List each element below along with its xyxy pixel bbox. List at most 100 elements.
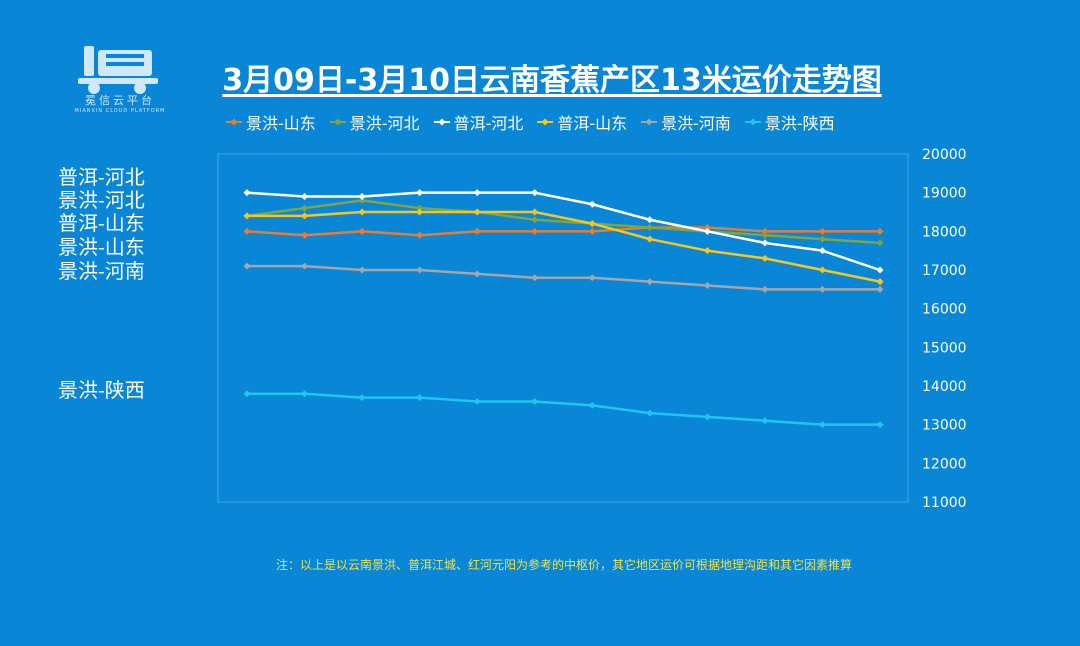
legend-swatch-icon (329, 118, 346, 126)
series-line (247, 392, 880, 426)
data-point (473, 208, 481, 216)
chart-title: 3月09日-3月10日云南香蕉产区13米运价走势图 (222, 63, 882, 98)
legend-item: 景洪-陕西 (744, 110, 835, 134)
data-point (876, 227, 884, 235)
data-point (358, 394, 366, 402)
data-point (358, 266, 366, 274)
data-point (243, 390, 251, 398)
data-point (646, 223, 654, 231)
side-label: 景洪-山东 (58, 235, 145, 259)
data-point (703, 223, 711, 231)
data-point (761, 285, 769, 293)
data-point (818, 266, 826, 274)
data-point (818, 235, 826, 243)
data-point (588, 274, 596, 282)
legend-label: 景洪-河南 (661, 114, 731, 133)
data-point (818, 421, 826, 429)
legend-item: 景洪-河北 (329, 110, 420, 134)
data-point (301, 390, 309, 398)
data-point (761, 254, 769, 262)
legend-label: 普洱-河北 (453, 114, 524, 133)
logo-title: 冕信云平台 (85, 94, 155, 107)
series-line (246, 199, 881, 245)
side-label: 普洱-河北 (58, 165, 145, 189)
data-point (876, 266, 884, 274)
data-point (531, 208, 539, 216)
data-point (243, 227, 251, 235)
data-point (531, 189, 539, 197)
data-point (416, 266, 424, 274)
data-point (531, 397, 539, 405)
data-point (473, 227, 481, 235)
legend-label: 景洪-河北 (349, 114, 420, 133)
series-line (246, 191, 881, 272)
legend-swatch-icon (226, 118, 242, 126)
data-point (473, 397, 481, 405)
data-point (473, 189, 481, 197)
data-point (358, 193, 366, 201)
y-tick-label: 13000 (922, 418, 967, 434)
data-point (646, 409, 654, 417)
data-point (531, 227, 539, 235)
legend-item: 景洪-河南 (641, 110, 731, 134)
data-point (416, 204, 424, 212)
data-point (646, 216, 654, 224)
chart-footnote: 注：以上是以云南景洪、普洱江城、红河元阳为参考的中枢价，其它地区运价可根据地理沟… (275, 558, 852, 572)
data-point (531, 274, 539, 282)
data-point (301, 262, 309, 270)
data-point (416, 231, 424, 239)
legend-swatch-icon (537, 118, 554, 126)
side-label: 景洪-河南 (58, 259, 145, 283)
logo-subtitle: MIANXIN CLOUD PLATFORM (74, 108, 166, 114)
data-point (646, 235, 654, 243)
y-tick-label: 18000 (922, 224, 967, 240)
data-point (243, 189, 251, 197)
plot-area (217, 153, 909, 503)
legend-label: 普洱-山东 (557, 114, 628, 133)
y-tick-label: 16000 (922, 302, 967, 318)
data-point (473, 270, 481, 278)
logo-label: 冕信云平台 MIANXIN CLOUD PLATFORM (70, 92, 170, 114)
legend-item: 普洱-山东 (537, 110, 627, 134)
data-point (358, 208, 366, 216)
data-point (301, 193, 309, 201)
data-point (243, 212, 251, 220)
data-point (301, 212, 309, 220)
data-point (876, 285, 884, 293)
data-point (818, 285, 826, 293)
data-point (818, 227, 826, 235)
data-point (531, 216, 539, 224)
data-point (876, 239, 884, 247)
data-point (588, 227, 596, 235)
legend-swatch-icon (433, 118, 450, 126)
series-line (247, 264, 880, 291)
legend-item: 普洱-河北 (433, 110, 524, 134)
side-label: 景洪-河北 (58, 188, 145, 212)
data-point (761, 239, 769, 247)
y-tick-label: 12000 (922, 456, 967, 472)
legend-swatch-icon (744, 118, 761, 126)
data-point (703, 413, 711, 421)
data-point (588, 220, 596, 228)
data-point (416, 208, 424, 216)
data-point (876, 278, 884, 286)
legend-item: 景洪-山东 (226, 110, 316, 134)
data-point (416, 394, 424, 402)
data-point (358, 196, 366, 204)
legend-swatch-icon (641, 118, 658, 126)
series-line (247, 210, 881, 283)
data-point (358, 227, 366, 235)
data-point (818, 247, 826, 255)
data-point (243, 262, 251, 270)
legend-label: 景洪-山东 (246, 114, 316, 133)
legend-label: 景洪-陕西 (764, 114, 835, 133)
data-point (646, 278, 654, 286)
y-tick-label: 11000 (922, 495, 967, 511)
logo-icon (78, 46, 158, 94)
data-point (876, 421, 884, 429)
y-tick-label: 20000 (922, 147, 967, 163)
y-tick-label: 14000 (922, 379, 967, 395)
data-point (301, 231, 309, 239)
data-point (703, 227, 711, 235)
